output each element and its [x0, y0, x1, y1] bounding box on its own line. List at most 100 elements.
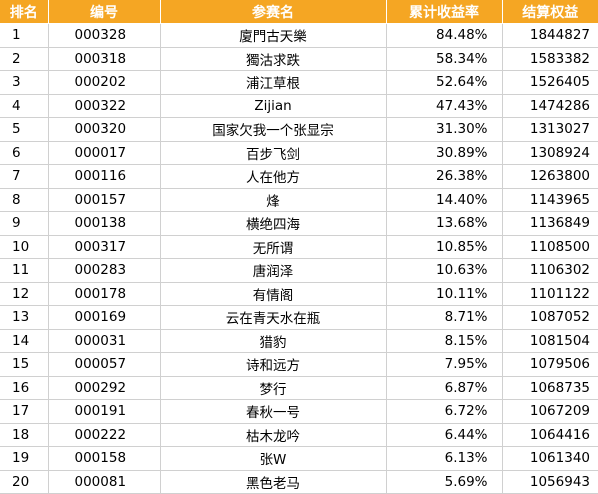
cell-name: 有情阁 — [160, 282, 387, 306]
cell-name: 张W — [160, 446, 387, 471]
cell-rank: 20 — [0, 470, 49, 494]
cell-code: 000317 — [48, 235, 161, 259]
cell-name: 梦行 — [160, 376, 387, 400]
cell-rank: 8 — [0, 188, 49, 212]
cell-name: 国家欠我一个张显宗 — [160, 117, 387, 142]
cell-code: 000169 — [48, 305, 161, 330]
cell-rate: 30.89% — [386, 141, 503, 165]
cell-code: 000191 — [48, 399, 161, 424]
cell-name: 诗和远方 — [160, 352, 387, 377]
table-row: 16 000292 梦行 6.87% 1068735 — [0, 376, 598, 400]
table-row: 2 000318 獨沽求跌 58.34% 1583382 — [0, 47, 598, 71]
cell-rank: 17 — [0, 399, 49, 424]
cell-rank: 13 — [0, 305, 49, 330]
cell-name: 黑色老马 — [160, 470, 387, 494]
header-code: 编号 — [48, 0, 161, 24]
table-body: 1 000328 廈門古天樂 84.48% 1844827 2 000318 獨沽求跌 58.3… — [0, 23, 598, 494]
cell-equity: 1526405 — [502, 70, 598, 95]
cell-rate: 52.64% — [386, 70, 503, 95]
cell-rate: 6.72% — [386, 399, 503, 424]
cell-equity: 1064416 — [502, 423, 598, 447]
cell-rank: 16 — [0, 376, 49, 400]
header-name: 参赛名 — [160, 0, 387, 24]
cell-rank: 9 — [0, 211, 49, 236]
cell-name: 春秋一号 — [160, 399, 387, 424]
cell-rank: 2 — [0, 47, 49, 71]
cell-rate: 47.43% — [386, 94, 503, 118]
cell-name: 廈門古天樂 — [160, 23, 387, 48]
table-row: 3 000202 浦江草根 52.64% 1526405 — [0, 70, 598, 95]
cell-rank: 7 — [0, 164, 49, 189]
cell-name: 枯木龙吟 — [160, 423, 387, 447]
cell-rate: 13.68% — [386, 211, 503, 236]
table-row: 4 000322 Zijian 47.43% 1474286 — [0, 94, 598, 118]
cell-rank: 10 — [0, 235, 49, 259]
cell-name: 百步飞剑 — [160, 141, 387, 165]
cell-code: 000202 — [48, 70, 161, 95]
cell-rank: 5 — [0, 117, 49, 142]
cell-code: 000283 — [48, 258, 161, 283]
cell-rank: 3 — [0, 70, 49, 95]
table-row: 20 000081 黑色老马 5.69% 1056943 — [0, 470, 598, 494]
cell-rate: 5.69% — [386, 470, 503, 494]
cell-name: 烽 — [160, 188, 387, 212]
table-row: 5 000320 国家欠我一个张显宗 31.30% 1313027 — [0, 117, 598, 142]
cell-rate: 84.48% — [386, 23, 503, 48]
cell-code: 000157 — [48, 188, 161, 212]
table-header: 排名 编号 参赛名 累计收益率 结算权益 — [0, 0, 598, 24]
cell-rank: 12 — [0, 282, 49, 306]
cell-code: 000292 — [48, 376, 161, 400]
cell-equity: 1067209 — [502, 399, 598, 424]
table-row: 13 000169 云在青天水在瓶 8.71% 1087052 — [0, 305, 598, 330]
cell-code: 000138 — [48, 211, 161, 236]
cell-name: 横绝四海 — [160, 211, 387, 236]
cell-rate: 8.15% — [386, 329, 503, 353]
cell-rank: 14 — [0, 329, 49, 353]
table-row: 19 000158 张W 6.13% 1061340 — [0, 446, 598, 471]
cell-equity: 1263800 — [502, 164, 598, 189]
cell-code: 000328 — [48, 23, 161, 48]
cell-equity: 1474286 — [502, 94, 598, 118]
cell-name: 云在青天水在瓶 — [160, 305, 387, 330]
cell-name: 獨沽求跌 — [160, 47, 387, 71]
cell-rank: 15 — [0, 352, 49, 377]
table-row: 17 000191 春秋一号 6.72% 1067209 — [0, 399, 598, 424]
cell-equity: 1136849 — [502, 211, 598, 236]
cell-code: 000081 — [48, 470, 161, 494]
cell-rate: 6.87% — [386, 376, 503, 400]
cell-code: 000320 — [48, 117, 161, 142]
cell-rate: 7.95% — [386, 352, 503, 377]
table-row: 14 000031 猎豹 8.15% 1081504 — [0, 329, 598, 353]
cell-rate: 8.71% — [386, 305, 503, 330]
cell-equity: 1101122 — [502, 282, 598, 306]
cell-rank: 11 — [0, 258, 49, 283]
cell-equity: 1079506 — [502, 352, 598, 377]
table-row: 8 000157 烽 14.40% 1143965 — [0, 188, 598, 212]
cell-code: 000322 — [48, 94, 161, 118]
cell-equity: 1087052 — [502, 305, 598, 330]
cell-name: 猎豹 — [160, 329, 387, 353]
header-rank: 排名 — [0, 0, 49, 24]
cell-code: 000178 — [48, 282, 161, 306]
cell-equity: 1583382 — [502, 47, 598, 71]
cell-rate: 10.63% — [386, 258, 503, 283]
header-rate: 累计收益率 — [386, 0, 503, 24]
cell-code: 000318 — [48, 47, 161, 71]
cell-rank: 4 — [0, 94, 49, 118]
cell-equity: 1106302 — [502, 258, 598, 283]
cell-rate: 26.38% — [386, 164, 503, 189]
cell-code: 000057 — [48, 352, 161, 377]
table-row: 7 000116 人在他方 26.38% 1263800 — [0, 164, 598, 189]
cell-name: 浦江草根 — [160, 70, 387, 95]
table-row: 9 000138 横绝四海 13.68% 1136849 — [0, 211, 598, 236]
cell-equity: 1844827 — [502, 23, 598, 48]
cell-code: 000017 — [48, 141, 161, 165]
cell-equity: 1061340 — [502, 446, 598, 471]
table-row: 15 000057 诗和远方 7.95% 1079506 — [0, 352, 598, 377]
cell-code: 000158 — [48, 446, 161, 471]
cell-name: 唐润泽 — [160, 258, 387, 283]
cell-rate: 6.13% — [386, 446, 503, 471]
cell-rate: 31.30% — [386, 117, 503, 142]
cell-name: 人在他方 — [160, 164, 387, 189]
